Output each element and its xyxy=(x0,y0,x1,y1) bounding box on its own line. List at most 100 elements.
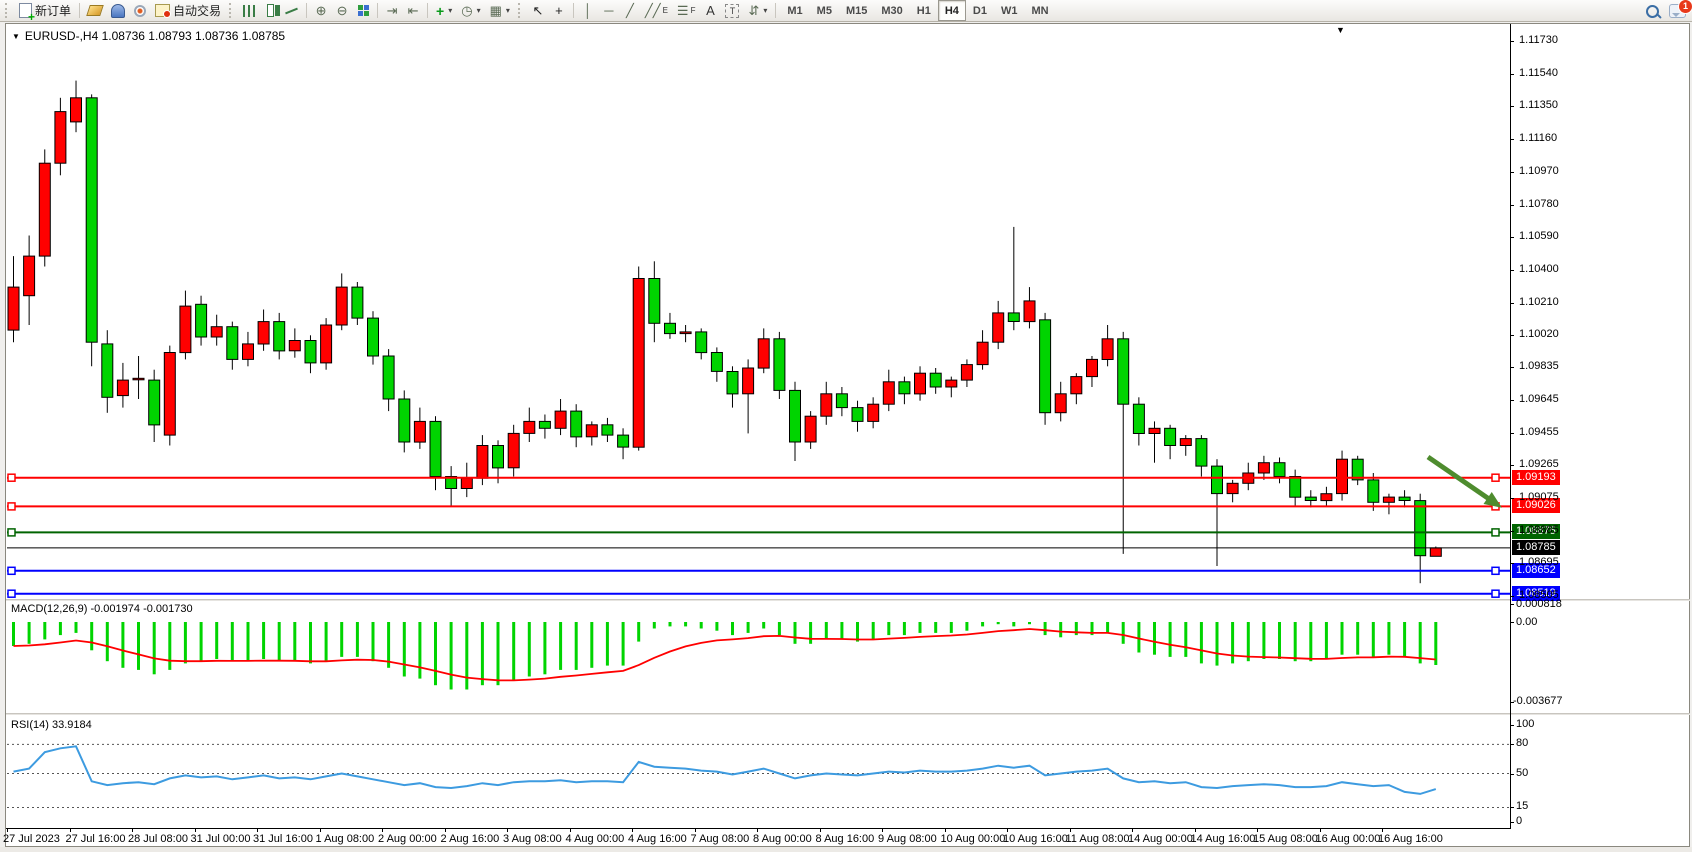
candle-bullish[interactable] xyxy=(1086,358,1098,378)
candle-bearish[interactable] xyxy=(1351,458,1364,481)
candle-bullish[interactable] xyxy=(1429,547,1442,557)
shapes-button[interactable]: ⇵ ▾ xyxy=(744,1,771,20)
candle-bearish[interactable] xyxy=(1195,438,1208,467)
candle-bullish[interactable] xyxy=(38,162,51,257)
profile-button[interactable] xyxy=(107,1,129,20)
timeframe-mn[interactable]: MN xyxy=(1031,4,1049,17)
candle-bearish[interactable] xyxy=(1304,496,1317,502)
candle-bearish[interactable] xyxy=(429,420,442,477)
candle-bullish[interactable] xyxy=(976,341,989,366)
candle-bearish[interactable] xyxy=(726,371,739,395)
trendline-button[interactable]: ╱ xyxy=(620,1,640,20)
chat-icon[interactable]: 1 xyxy=(1669,0,1692,18)
candle-bullish[interactable] xyxy=(1023,300,1036,323)
candle-bearish[interactable] xyxy=(538,420,551,429)
candle-bearish[interactable] xyxy=(304,340,317,364)
candle-bullish[interactable] xyxy=(1054,393,1067,414)
candle-bearish[interactable] xyxy=(835,393,848,409)
candle-bullish[interactable] xyxy=(867,403,880,422)
timeframe-h4[interactable]: H4 xyxy=(937,0,966,21)
text-button[interactable]: A xyxy=(700,1,720,20)
candle-bullish[interactable] xyxy=(132,377,145,381)
timeframe-w1[interactable]: W1 xyxy=(1000,4,1018,17)
candle-bearish[interactable] xyxy=(789,389,801,443)
candle-bearish[interactable] xyxy=(1007,312,1020,322)
candle-bullish[interactable] xyxy=(257,321,270,345)
candle-bullish[interactable] xyxy=(1336,458,1348,495)
candle-bearish[interactable] xyxy=(1039,319,1052,414)
candle-bearish[interactable] xyxy=(695,331,708,354)
candle-bullish[interactable] xyxy=(914,372,926,395)
panel-separator[interactable] xyxy=(6,599,1690,601)
candle-bearish[interactable] xyxy=(1132,403,1145,435)
text-label-button[interactable]: T xyxy=(721,1,743,20)
candle-bearish[interactable] xyxy=(648,278,661,324)
candle-bearish[interactable] xyxy=(601,424,614,436)
candle-bullish[interactable] xyxy=(1070,376,1083,395)
line-anchor-marker[interactable] xyxy=(1491,473,1500,482)
candle-bearish[interactable] xyxy=(570,410,583,438)
toolbar-grip[interactable] xyxy=(517,3,524,18)
candle-bullish[interactable] xyxy=(554,410,567,429)
candle-bullish[interactable] xyxy=(742,367,755,395)
line-anchor-marker[interactable] xyxy=(1491,528,1500,537)
candle-bearish[interactable] xyxy=(445,476,458,489)
candle-bearish[interactable] xyxy=(382,355,395,400)
line-anchor-marker[interactable] xyxy=(7,566,16,576)
candle-bearish[interactable] xyxy=(1289,476,1302,498)
candle-bearish[interactable] xyxy=(148,379,161,426)
candle-bearish[interactable] xyxy=(898,381,911,395)
search-icon[interactable] xyxy=(1646,4,1659,18)
candle-bullish[interactable] xyxy=(54,111,67,164)
candle-bearish[interactable] xyxy=(1367,479,1380,503)
candle-bearish[interactable] xyxy=(664,322,676,335)
horizontal-line-button[interactable]: ─ xyxy=(599,1,619,20)
candle-bullish[interactable] xyxy=(523,420,536,434)
candle-bullish[interactable] xyxy=(476,445,489,479)
candle-bearish[interactable] xyxy=(851,407,864,422)
market-button[interactable] xyxy=(84,1,106,20)
candle-bullish[interactable] xyxy=(1101,338,1114,360)
line-anchor-marker[interactable] xyxy=(1491,566,1500,576)
candle-bullish[interactable] xyxy=(804,415,817,443)
candle-bearish[interactable] xyxy=(1164,427,1177,446)
line-anchor-marker[interactable] xyxy=(7,502,16,511)
new-order-button[interactable]: 新订单 xyxy=(15,1,75,22)
templates-button[interactable]: ▦ ▾ xyxy=(486,1,514,20)
timeframe-d1[interactable]: D1 xyxy=(972,4,987,17)
timeframe-m30[interactable]: M30 xyxy=(881,4,903,17)
candle-bullish[interactable] xyxy=(585,424,598,438)
candle-bullish[interactable] xyxy=(210,326,223,338)
crosshair-button[interactable]: + xyxy=(549,1,569,20)
line-anchor-marker[interactable] xyxy=(1491,589,1500,598)
candle-bullish[interactable] xyxy=(1382,496,1395,503)
candle-bearish[interactable] xyxy=(351,286,364,319)
candle-bullish[interactable] xyxy=(7,286,20,331)
candle-bullish[interactable] xyxy=(882,381,895,405)
candle-bullish[interactable] xyxy=(179,305,192,354)
candle-bearish[interactable] xyxy=(226,326,239,360)
candle-bullish[interactable] xyxy=(242,343,254,360)
tile-windows-button[interactable] xyxy=(353,1,373,20)
auto-trading-button[interactable]: 自动交易 xyxy=(151,1,225,20)
cursor-button[interactable]: ↖ xyxy=(528,1,548,20)
candle-bullish[interactable] xyxy=(23,255,36,297)
channel-button[interactable]: ╱╱ E xyxy=(641,1,672,20)
line-chart-button[interactable] xyxy=(281,1,302,20)
panel-separator[interactable] xyxy=(6,713,1690,715)
candle-bearish[interactable] xyxy=(773,338,786,391)
candle-bullish[interactable] xyxy=(992,312,1005,343)
candle-bearish[interactable] xyxy=(617,434,630,448)
toolbar-grip[interactable] xyxy=(5,3,11,18)
candle-bullish[interactable] xyxy=(335,286,348,326)
candle-bullish[interactable] xyxy=(507,432,520,469)
timeframe-h1[interactable]: H1 xyxy=(916,4,931,17)
candle-bullish[interactable] xyxy=(116,379,129,397)
candle-bearish[interactable] xyxy=(1398,496,1411,502)
candle-bullish[interactable] xyxy=(1257,462,1270,474)
indicators-button[interactable]: + ▾ xyxy=(432,1,456,20)
chart-shift-button[interactable]: ⇤ xyxy=(403,1,423,20)
fibonacci-button[interactable]: ☰ F xyxy=(673,1,700,20)
candle-bearish[interactable] xyxy=(1117,338,1130,405)
candle-bullish[interactable] xyxy=(945,379,958,388)
